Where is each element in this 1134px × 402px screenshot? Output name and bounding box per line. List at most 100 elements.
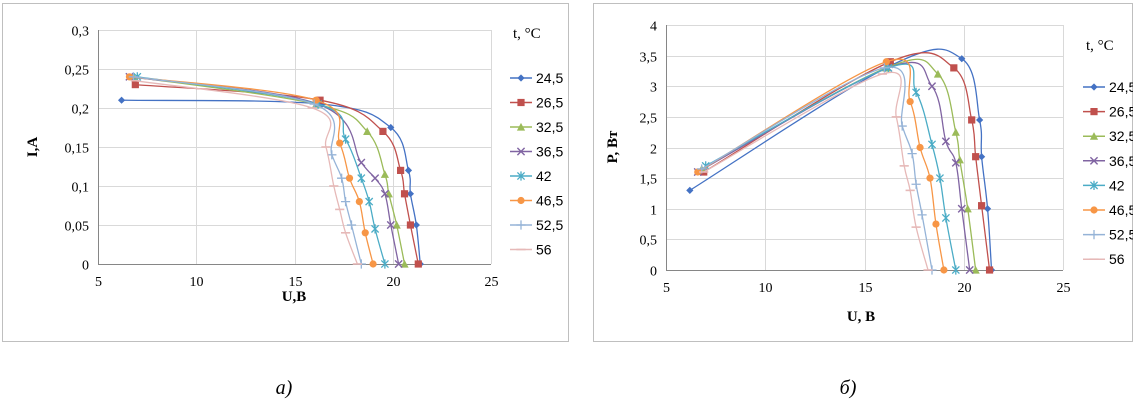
chart-panel-a: 0 0,05 0,1 0,15 0,2 0,25 0,3 5 10 15 20 25 U,B I,A t, … <box>2 3 569 342</box>
data-point <box>694 168 702 176</box>
data-point <box>940 266 948 274</box>
legend-label: 26,5 <box>1109 104 1134 120</box>
panel-caption: б) <box>840 377 857 399</box>
data-point <box>340 197 351 207</box>
legend-title: t, °C <box>513 26 541 42</box>
data-point <box>327 150 337 160</box>
legend-label: 32,5 <box>1109 128 1134 144</box>
data-point <box>316 96 324 104</box>
data-point <box>363 127 372 135</box>
data-point <box>357 158 366 167</box>
legend-label: 46,5 <box>1109 202 1134 218</box>
series-52-5 <box>697 63 937 275</box>
y-tick-label: 0,1 <box>72 181 90 196</box>
legend-swatch-marker <box>1090 83 1098 91</box>
legend-item: 56 <box>1083 251 1125 267</box>
data-point <box>971 265 980 274</box>
data-point <box>400 259 409 268</box>
data-point <box>380 259 389 269</box>
data-point <box>412 221 420 229</box>
chart-frame <box>2 3 569 342</box>
legend-item: 46,5 <box>1083 202 1134 218</box>
data-point <box>907 149 917 159</box>
legend-item: 36,5 <box>1083 153 1134 169</box>
data-point <box>916 143 924 152</box>
data-point <box>406 221 415 229</box>
data-point <box>965 265 974 275</box>
legend-swatch-marker <box>1090 206 1098 214</box>
data-point <box>932 220 940 228</box>
series-56 <box>130 79 362 265</box>
legend-label: 24,5 <box>1109 79 1134 95</box>
data-point <box>346 220 357 230</box>
legend-item: 42 <box>510 168 552 184</box>
legend-label: 32,5 <box>536 119 563 135</box>
y-tick-label: 0 <box>82 259 89 274</box>
data-point <box>879 63 889 73</box>
x-tick-label: 25 <box>485 275 499 290</box>
data-point <box>933 69 943 78</box>
legend-item: 52,5 <box>510 217 563 233</box>
data-point <box>911 179 921 189</box>
legend-label: 36,5 <box>536 144 563 160</box>
chart-panel-b: 0 0,5 1 1,5 2 2,5 3 3,5 4 5 10 15 20 25 U, B P, Вт t, °C… <box>593 3 1134 342</box>
data-point <box>951 158 960 167</box>
data-point <box>941 137 950 146</box>
series-46-5 <box>125 73 377 268</box>
data-point <box>400 190 409 198</box>
legend-swatch-marker <box>516 122 526 131</box>
legend-item: 26,5 <box>1083 104 1134 120</box>
y-tick-label: 0,2 <box>72 103 90 118</box>
data-point <box>404 166 413 174</box>
data-point <box>414 260 422 268</box>
data-point <box>983 205 992 213</box>
data-point <box>397 166 405 174</box>
data-point <box>927 139 937 150</box>
y-tick-label: 1 <box>650 204 657 219</box>
legend-item: 52,5 <box>1083 227 1134 243</box>
y-tick-label: 4 <box>650 20 657 35</box>
legend-swatch-marker <box>1090 108 1098 116</box>
chart-frame <box>593 3 1133 342</box>
data-point <box>392 220 401 229</box>
data-point <box>406 190 415 198</box>
data-point <box>886 58 894 66</box>
data-point <box>370 174 380 183</box>
x-tick-label: 20 <box>958 281 972 296</box>
data-point <box>951 265 960 275</box>
legend: t, °C 24,5 26,5 32,5 36,5 42 46,5 52,5 56 <box>510 26 563 258</box>
data-point <box>361 229 369 237</box>
series-46-5 <box>694 58 948 274</box>
data-point <box>309 99 319 109</box>
data-point <box>917 210 927 220</box>
series-group <box>117 72 424 269</box>
data-point <box>935 173 944 183</box>
legend-item: 32,5 <box>510 119 563 135</box>
data-point <box>972 153 980 161</box>
data-point <box>341 134 350 144</box>
legend-swatch-marker <box>517 98 525 107</box>
y-tick-label: 0 <box>650 265 657 280</box>
x-tick-label: 5 <box>95 275 102 290</box>
data-point <box>387 123 395 132</box>
legend-label: 36,5 <box>1109 153 1134 169</box>
data-point <box>950 64 958 72</box>
x-tick-label: 25 <box>1057 281 1071 296</box>
legend-item: 32,5 <box>1083 128 1134 144</box>
legend-label: 42 <box>1109 177 1125 193</box>
legend-title: t, °C <box>1086 38 1114 54</box>
y-tick-label: 0,3 <box>72 25 90 40</box>
data-point <box>337 173 347 183</box>
data-point <box>906 97 914 106</box>
data-point <box>128 72 138 82</box>
legend-label: 52,5 <box>1109 227 1134 243</box>
x-axis-title: U, B <box>847 309 875 325</box>
y-tick-label: 1,5 <box>640 173 658 188</box>
data-point <box>380 189 389 198</box>
data-point <box>912 87 921 97</box>
legend-swatch-marker <box>516 220 526 230</box>
x-tick-label: 15 <box>859 281 873 296</box>
x-tick-label: 10 <box>759 281 773 296</box>
legend-item: 36,5 <box>510 144 563 160</box>
